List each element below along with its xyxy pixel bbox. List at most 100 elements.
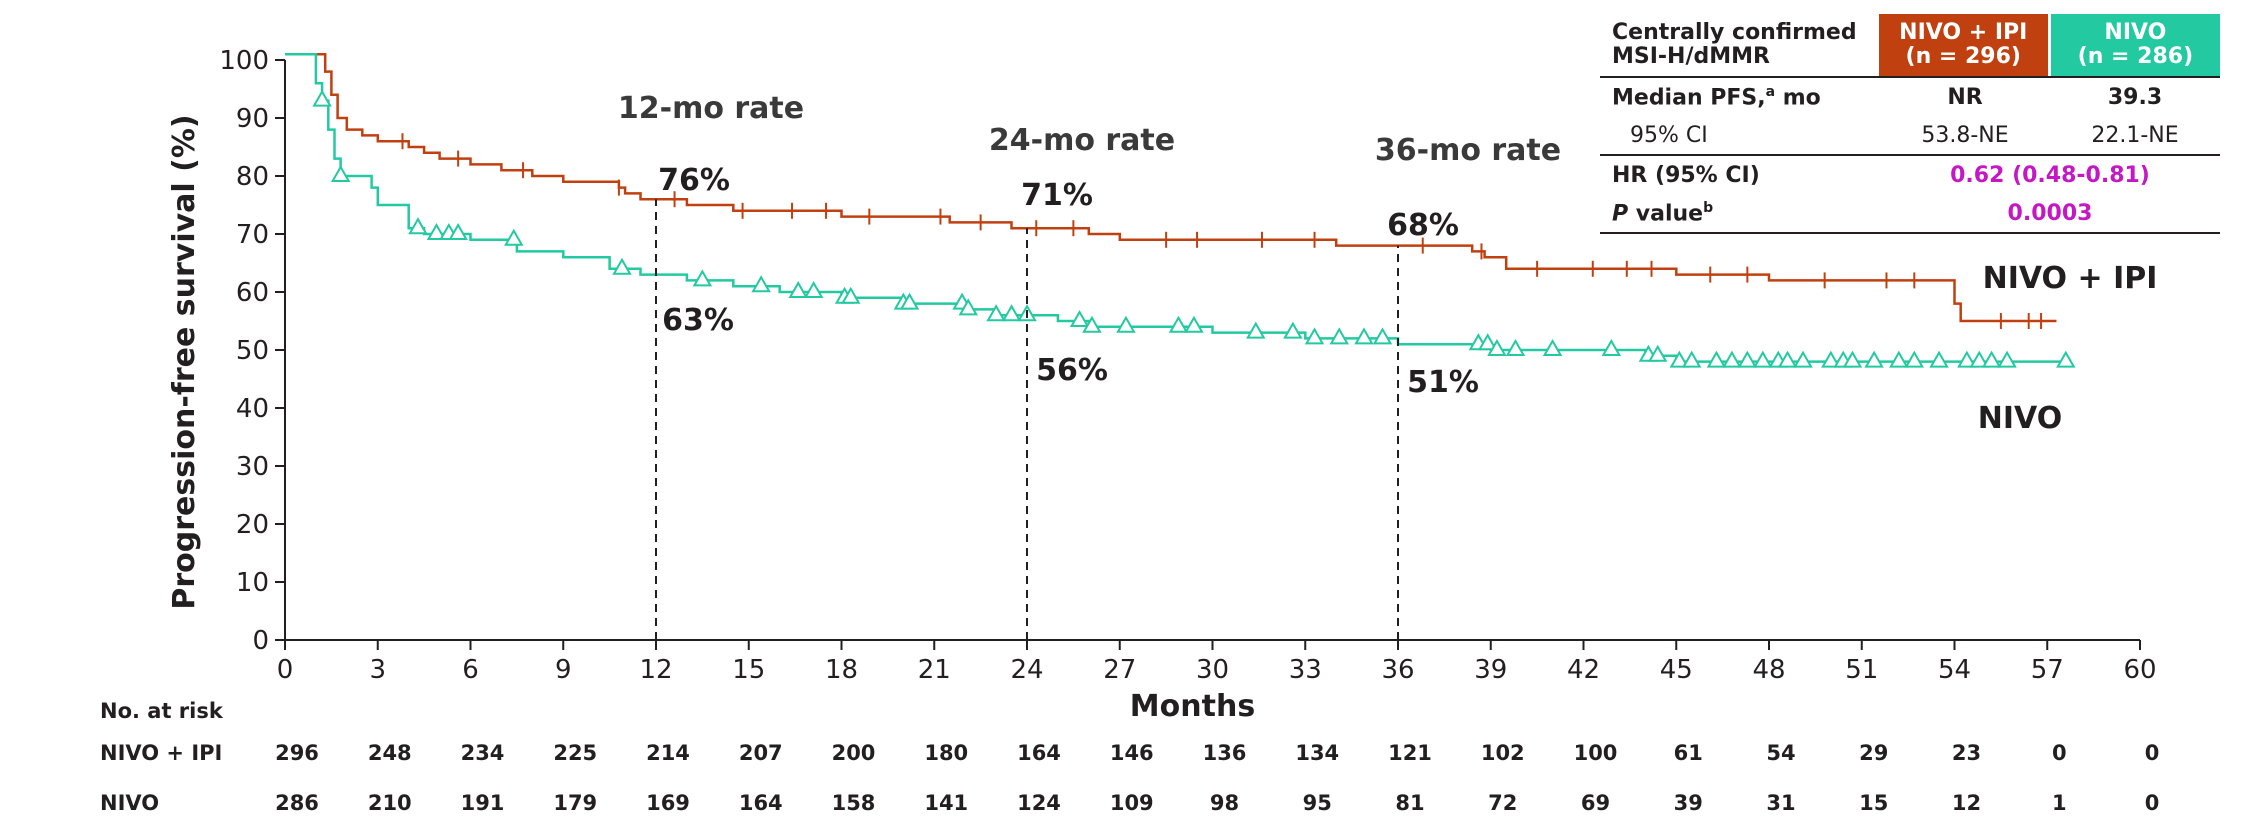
at-risk-value-nivo-ipi: 121 bbox=[1388, 741, 1432, 765]
at-risk-value-nivo: 179 bbox=[553, 791, 597, 815]
at-risk-title: No. at risk bbox=[100, 699, 224, 723]
censor-triangle bbox=[504, 228, 524, 246]
censor-triangle bbox=[1753, 350, 1773, 368]
x-tick-label: 21 bbox=[918, 655, 951, 685]
at-risk-value-nivo-ipi: 61 bbox=[1674, 741, 1703, 765]
at-risk-value-nivo-ipi: 296 bbox=[275, 741, 319, 765]
at-risk-label-nivo: NIVO bbox=[100, 791, 159, 815]
x-tick-label: 42 bbox=[1567, 655, 1600, 685]
y-tick-label: 20 bbox=[236, 510, 269, 540]
x-tick-label: 27 bbox=[1103, 655, 1136, 685]
x-tick-label: 12 bbox=[639, 655, 672, 685]
median-pfs-nivo-ipi: NR bbox=[1947, 84, 1983, 110]
censor-triangle bbox=[899, 292, 920, 310]
censor-triangle bbox=[1505, 338, 1526, 356]
y-tick-label: 30 bbox=[236, 452, 269, 482]
x-tick-label: 48 bbox=[1752, 655, 1785, 685]
nivo-header-name: NIVO bbox=[2104, 20, 2167, 45]
censor-triangle bbox=[330, 164, 351, 182]
censor-triangle bbox=[1969, 350, 1989, 368]
x-tick-label: 36 bbox=[1381, 655, 1414, 685]
censor-triangle bbox=[751, 275, 771, 293]
censor-triangle bbox=[1283, 321, 1303, 339]
censor-triangle bbox=[1487, 338, 1507, 356]
nivo-series bbox=[285, 52, 2076, 368]
y-tick-label: 10 bbox=[236, 568, 269, 598]
population-label-line2: MSI-H/dMMR bbox=[1612, 44, 1770, 69]
y-tick-label: 0 bbox=[252, 626, 269, 656]
censor-triangle bbox=[788, 280, 808, 298]
censor-triangle bbox=[1647, 344, 1668, 362]
x-tick-label: 39 bbox=[1474, 655, 1507, 685]
censor-triangle bbox=[1889, 350, 1909, 368]
x-tick-label: 60 bbox=[2123, 655, 2156, 685]
at-risk-value-nivo-ipi: 214 bbox=[646, 741, 690, 765]
median-pfs-row: Median PFS,a mo NR 39.3 bbox=[1600, 78, 2220, 116]
x-tick-label: 57 bbox=[2031, 655, 2064, 685]
censor-triangle bbox=[312, 89, 332, 107]
y-tick-label: 50 bbox=[236, 336, 269, 366]
p-value-label: P valueb bbox=[1612, 199, 1714, 227]
x-tick-label: 51 bbox=[1845, 655, 1878, 685]
censor-triangle bbox=[1981, 350, 2002, 368]
censor-triangle bbox=[1372, 327, 1393, 345]
censor-triangle bbox=[1681, 350, 1702, 368]
table-rule bbox=[1600, 76, 2220, 78]
nivo-ipi-series-label: NIVO + IPI bbox=[1983, 261, 2158, 296]
at-risk-value-nivo-ipi: 200 bbox=[832, 741, 876, 765]
y-tick-label: 80 bbox=[236, 162, 269, 192]
censor-triangle bbox=[448, 222, 468, 240]
censor-triangle bbox=[1354, 327, 1374, 345]
nivo-ipi-curve bbox=[285, 52, 2057, 323]
censor-triangle bbox=[1304, 327, 1325, 345]
nivo-ipi-rate-label: 68% bbox=[1387, 208, 1459, 243]
at-risk-value-nivo-ipi: 0 bbox=[2145, 741, 2160, 765]
censor-triangle bbox=[1842, 350, 1863, 368]
nivo-rate-label: 63% bbox=[662, 303, 734, 338]
x-tick-label: 54 bbox=[1938, 655, 1971, 685]
x-tick-label: 6 bbox=[462, 655, 479, 685]
at-risk-value-nivo: 31 bbox=[1766, 791, 1795, 815]
nivo-ipi-header-name: NIVO + IPI bbox=[1899, 20, 2028, 45]
at-risk-value-nivo-ipi: 100 bbox=[1574, 741, 1618, 765]
at-risk-label-nivo-ipi: NIVO + IPI bbox=[100, 741, 222, 765]
censor-triangle bbox=[1864, 350, 1884, 368]
censor-triangle bbox=[1477, 333, 1498, 351]
at-risk-value-nivo-ipi: 146 bbox=[1110, 741, 1154, 765]
censor-triangle bbox=[1904, 350, 1925, 368]
hr-label: HR (95% CI) bbox=[1612, 162, 1760, 188]
censor-triangle bbox=[1082, 315, 1102, 333]
nivo-ipi-series bbox=[285, 52, 2057, 329]
at-risk-value-nivo: 210 bbox=[368, 791, 412, 815]
at-risk-value-nivo: 158 bbox=[832, 791, 876, 815]
censor-triangle bbox=[1821, 350, 1841, 368]
at-risk-value-nivo: 12 bbox=[1952, 791, 1981, 815]
censor-triangle bbox=[408, 217, 428, 235]
population-label-line1: Centrally confirmed bbox=[1612, 20, 1857, 45]
median-pfs-label: Median PFS,a mo bbox=[1612, 83, 1821, 111]
censor-triangle bbox=[1184, 315, 1204, 333]
censor-triangle bbox=[841, 286, 861, 304]
censor-triangle bbox=[803, 280, 824, 298]
censor-triangle bbox=[1069, 309, 1090, 327]
y-tick-label: 40 bbox=[236, 394, 269, 424]
x-tick-label: 24 bbox=[1010, 655, 1043, 685]
ci-label: 95% CI bbox=[1630, 122, 1708, 148]
nivo-ipi-header: NIVO + IPI (n = 296) bbox=[1878, 14, 2048, 76]
y-tick-label: 60 bbox=[236, 278, 269, 308]
summary-header-row: Centrally confirmed MSI-H/dMMR NIVO + IP… bbox=[1600, 14, 2220, 76]
at-risk-value-nivo: 1 bbox=[2052, 791, 2067, 815]
censor-triangle bbox=[1706, 350, 1727, 368]
nivo-rate-label: 56% bbox=[1036, 353, 1108, 388]
nivo-ipi-rate-label: 71% bbox=[1021, 178, 1093, 213]
at-risk-value-nivo: 286 bbox=[275, 791, 319, 815]
censor-triangle bbox=[2056, 350, 2076, 368]
censor-triangle bbox=[1793, 350, 1813, 368]
population-label: Centrally confirmed MSI-H/dMMR bbox=[1600, 14, 1879, 76]
at-risk-value-nivo-ipi: 164 bbox=[1017, 741, 1061, 765]
censor-triangle bbox=[1168, 315, 1189, 333]
at-risk-value-nivo-ipi: 102 bbox=[1481, 741, 1525, 765]
censor-triangle bbox=[958, 298, 978, 316]
